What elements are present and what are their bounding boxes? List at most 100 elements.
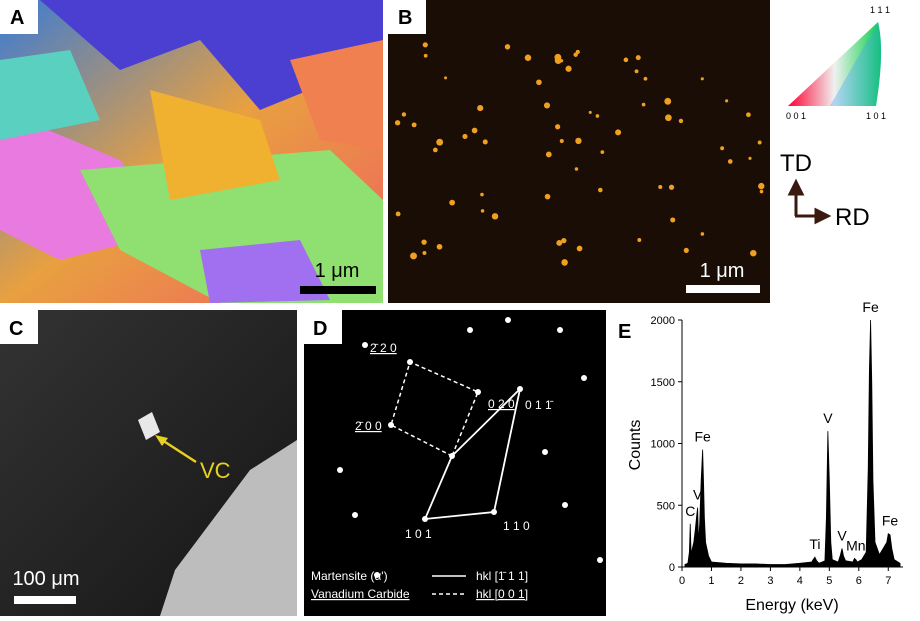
element-map: [388, 0, 770, 303]
precipitate-dot: [423, 53, 428, 58]
spot-label: 0 1 1̄: [525, 398, 554, 412]
spot-label: 1 1 0: [503, 519, 530, 533]
precipitate-dot: [683, 247, 689, 253]
peak-label: Fe: [862, 299, 879, 315]
diffraction-spot: [374, 572, 380, 578]
precipitate-dot: [595, 114, 600, 118]
x-axis-label: Energy (keV): [745, 597, 838, 614]
panel-label: C: [9, 318, 23, 340]
x-tick-label: 7: [885, 575, 891, 587]
precipitate-dot: [559, 139, 564, 144]
peak-label: V: [823, 410, 833, 426]
x-tick-label: 2: [738, 575, 744, 587]
precipitate-dot: [700, 232, 705, 236]
panel-d: D 2̄ 2 0 0 2 0 2̄ 0 0 0 1 1̄ 1 1 0 1 0 1…: [304, 310, 606, 616]
ipf-label: 1 0 1: [866, 111, 886, 121]
y-tick-label: 2000: [651, 315, 675, 327]
precipitate-dot: [588, 110, 592, 114]
scale-bar: [14, 596, 76, 604]
peak-label: V: [837, 527, 847, 543]
precipitate-dot: [641, 102, 646, 107]
precipitate-dot: [401, 112, 407, 117]
spot-label: 2̄ 0 0: [355, 419, 382, 433]
arrow-right: [795, 207, 832, 225]
x-tick-label: 5: [826, 575, 832, 587]
legend-zone: hkl [0 0 1]: [476, 587, 528, 601]
arrow-up: [787, 178, 805, 216]
precipitate-dot: [565, 65, 572, 72]
precipitate-dot: [561, 237, 567, 244]
grain: [200, 240, 330, 303]
grain: [0, 50, 100, 140]
precipitate-dot: [444, 76, 448, 80]
precipitate-dot: [598, 187, 603, 193]
y-tick-label: 0: [669, 562, 675, 574]
precipitate-dot: [545, 151, 552, 158]
diffraction-spot: [407, 359, 413, 365]
precipitate-dot: [394, 120, 401, 126]
precipitate-dot: [720, 146, 725, 151]
precipitate-dot: [421, 239, 427, 245]
label-box: [0, 0, 38, 34]
label-box: [388, 0, 426, 34]
precipitate-dot: [554, 53, 562, 61]
panel-e: E Counts Energy (keV) 0 500 1000 1500 2000 0 1…: [612, 299, 903, 614]
precipitate-dot: [433, 147, 438, 153]
precipitate-dot: [668, 184, 675, 190]
precipitate-dot: [750, 249, 757, 257]
precipitate-dot: [436, 243, 443, 250]
precipitate-dot: [748, 156, 752, 160]
precipitate-dot: [422, 251, 427, 256]
precipitate-dot: [411, 122, 417, 128]
spot-label: 0 2 0: [488, 397, 515, 411]
panel-label: E: [618, 321, 631, 343]
direction-label: RD: [835, 204, 870, 231]
panel-b: B 1 μm: [388, 0, 770, 303]
ipf-label: 0 0 1: [786, 111, 806, 121]
precipitate-dot: [480, 192, 484, 197]
panel-a: A 1 μm: [0, 0, 383, 303]
precipitate-dot: [576, 245, 583, 252]
y-axis-label: Counts: [627, 420, 644, 471]
bright-grain: [160, 440, 297, 616]
x-tick-label: 4: [797, 575, 803, 587]
scale-bar: [686, 285, 760, 293]
precipitate-dot: [727, 159, 733, 164]
precipitate-dot: [600, 150, 605, 154]
precipitate-dot: [665, 114, 672, 122]
precipitate-dot: [482, 139, 488, 145]
ipf-label: 1 1 1: [870, 5, 890, 15]
diffraction-spot: [562, 502, 568, 508]
scale-bar-label: 100 μm: [12, 568, 79, 590]
precipitate: [138, 412, 160, 440]
y-tick-label: 1500: [651, 377, 675, 389]
precipitate-dot: [573, 52, 578, 57]
grain: [40, 0, 383, 110]
arrow: [161, 438, 197, 464]
precipitate-dot: [658, 184, 663, 190]
diffraction-spot: [557, 327, 563, 333]
peak-label: V: [693, 487, 703, 503]
precipitate-dot: [556, 240, 563, 246]
diffraction-spot: [449, 453, 455, 459]
precipitate-dot: [555, 124, 561, 130]
precipitate-dot: [422, 42, 428, 48]
diffraction-spot: [388, 422, 394, 428]
precipitate-dot: [410, 252, 417, 260]
label-box: [0, 310, 38, 344]
precipitate-dot: [623, 57, 629, 63]
diffraction-spot: [352, 512, 358, 518]
precipitate-dot: [543, 102, 551, 109]
scale-bar-label: 1 μm: [315, 260, 360, 282]
precipitate-dot: [436, 138, 444, 146]
precipitate-dot: [471, 127, 478, 134]
spot-label: 1 0 1: [405, 527, 432, 541]
diffraction-spot: [505, 317, 511, 323]
peak-label: Ti: [809, 536, 820, 552]
diffraction-spot: [597, 557, 603, 563]
precipitate-dot: [664, 97, 672, 105]
diffraction-spot: [337, 467, 343, 473]
precipitate-dot: [757, 140, 762, 145]
